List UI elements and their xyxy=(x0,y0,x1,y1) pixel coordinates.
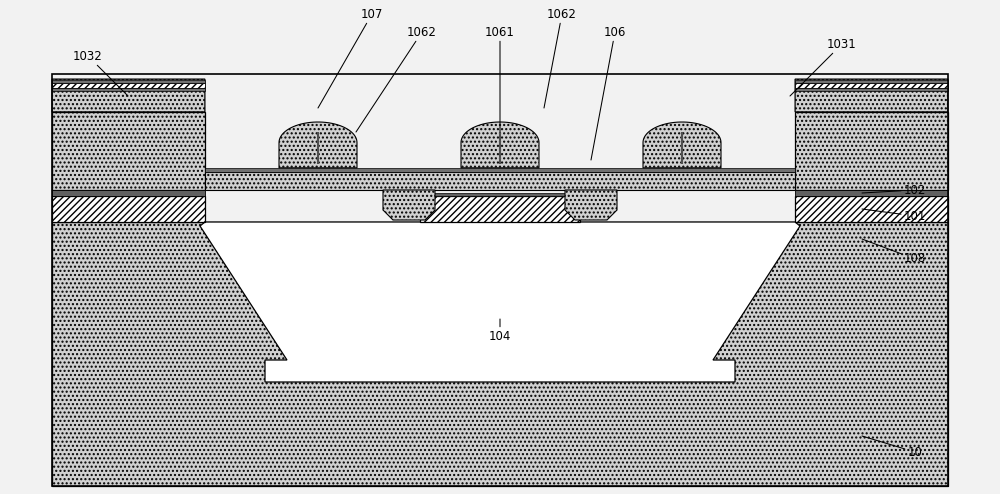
Bar xyxy=(795,83,948,88)
Polygon shape xyxy=(279,122,357,168)
Polygon shape xyxy=(565,190,617,220)
FancyBboxPatch shape xyxy=(795,79,948,112)
Bar xyxy=(795,88,948,91)
Bar xyxy=(795,190,948,196)
Bar xyxy=(52,222,948,486)
Text: 1062: 1062 xyxy=(356,26,437,132)
Bar xyxy=(52,88,205,91)
Text: 106: 106 xyxy=(591,26,626,160)
Bar xyxy=(795,196,948,222)
Text: 1062: 1062 xyxy=(544,7,577,108)
Bar xyxy=(52,83,205,88)
Bar xyxy=(795,81,948,83)
FancyBboxPatch shape xyxy=(52,79,205,112)
Bar xyxy=(52,112,205,190)
Text: 108: 108 xyxy=(862,239,926,265)
Bar xyxy=(795,112,948,190)
Polygon shape xyxy=(643,122,721,168)
Text: 107: 107 xyxy=(318,7,383,108)
Text: 1032: 1032 xyxy=(73,49,128,96)
Text: 1031: 1031 xyxy=(790,38,857,96)
Text: 102: 102 xyxy=(862,183,926,197)
Bar xyxy=(205,168,795,172)
Bar xyxy=(420,193,580,196)
Polygon shape xyxy=(200,222,800,382)
Text: 101: 101 xyxy=(862,209,926,222)
Bar xyxy=(52,74,948,486)
Polygon shape xyxy=(383,190,435,220)
Bar xyxy=(52,196,205,222)
Bar xyxy=(420,196,580,222)
Text: 1061: 1061 xyxy=(485,26,515,132)
Polygon shape xyxy=(461,122,539,168)
Bar xyxy=(52,190,205,196)
Text: 10: 10 xyxy=(862,436,922,458)
Text: 104: 104 xyxy=(489,319,511,342)
Bar xyxy=(205,172,795,190)
Bar xyxy=(52,81,205,83)
